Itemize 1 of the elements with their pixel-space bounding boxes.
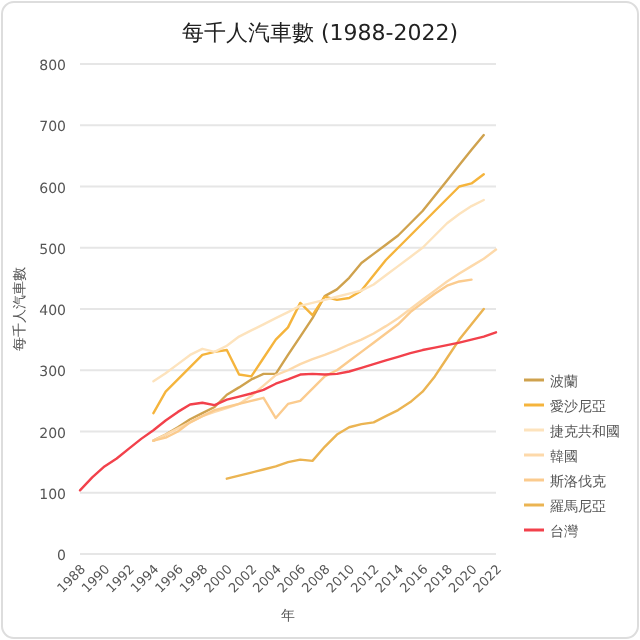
chart-title: 每千人汽車數 (1988-2022) (181, 20, 459, 46)
